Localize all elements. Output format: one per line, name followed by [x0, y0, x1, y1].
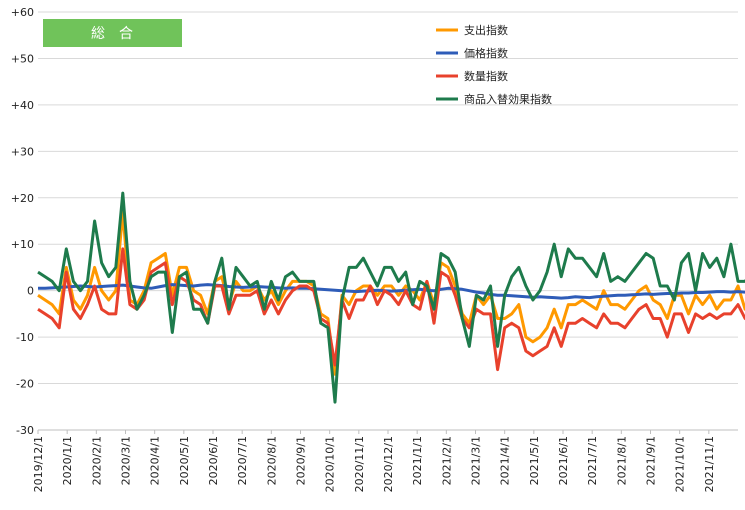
x-tick-label: 2020/9/1	[295, 436, 308, 485]
x-tick-label: 2021/4/1	[499, 436, 512, 485]
legend-label: 支出指数	[464, 23, 508, 37]
y-tick-label: -20	[16, 378, 34, 391]
x-tick-label: 2020/2/1	[90, 436, 103, 485]
x-tick-label: 2021/10/1	[674, 436, 687, 492]
x-tick-label: 2021/11/1	[703, 436, 716, 492]
gridlines	[38, 11, 738, 431]
x-tick-label: 2021/6/1	[557, 436, 570, 485]
series-line-3	[37, 191, 745, 404]
y-tick-label: +30	[11, 145, 34, 158]
x-tick-label: 2021/3/1	[470, 436, 483, 485]
x-tick-label: 2021/8/1	[615, 436, 628, 485]
x-tick-label: 2020/8/1	[265, 436, 278, 485]
y-tick-label: +10	[11, 238, 34, 251]
y-tick-label: +50	[11, 52, 34, 65]
chart-title: 総 合	[91, 26, 133, 42]
title-background	[43, 19, 182, 47]
x-tick-label: 2021/1/1	[411, 436, 424, 485]
x-tick-label: 2020/10/1	[324, 436, 337, 492]
x-tick-label: 2020/12/1	[382, 436, 395, 492]
x-tick-label: 2020/3/1	[120, 436, 133, 485]
x-tick-label: 2021/9/1	[645, 436, 658, 485]
x-tick-label: 2021/7/1	[586, 436, 599, 485]
chart-title-box: 総 合	[43, 19, 182, 47]
x-tick-label: 2020/11/1	[353, 436, 366, 492]
y-tick-label: +20	[11, 192, 34, 205]
x-tick-label: 2020/1/1	[61, 436, 74, 485]
y-tick-label: -10	[16, 331, 34, 344]
y-tick-label: +60	[11, 6, 34, 19]
series-lines	[37, 191, 745, 404]
x-axis: 2019/12/1 2020/1/1 2020/2/1 2020/3/1 2020/4/…	[32, 429, 738, 492]
x-tick-label: 2019/12/1	[32, 436, 45, 492]
legend-label: 価格指数	[464, 46, 508, 60]
y-tick-label: 0	[27, 285, 34, 298]
legend-label: 商品入替効果指数	[464, 92, 552, 106]
series-line-2	[37, 247, 745, 372]
x-tick-label: 2020/6/1	[207, 436, 220, 485]
legend-label: 数量指数	[464, 69, 508, 83]
y-tick-label: +40	[11, 99, 34, 112]
x-tick-label: 2021/5/1	[528, 436, 541, 485]
x-tick-label: 2020/5/1	[178, 436, 191, 485]
y-axis: +60 +50 +40 +30 +20 +10 0 -10 -20 -30	[11, 6, 34, 437]
x-tick-label: 2020/7/1	[236, 436, 249, 485]
x-tick-label: 2021/2/1	[440, 436, 453, 485]
y-tick-label: -30	[16, 424, 34, 437]
x-tick-label: 2020/4/1	[149, 436, 162, 485]
